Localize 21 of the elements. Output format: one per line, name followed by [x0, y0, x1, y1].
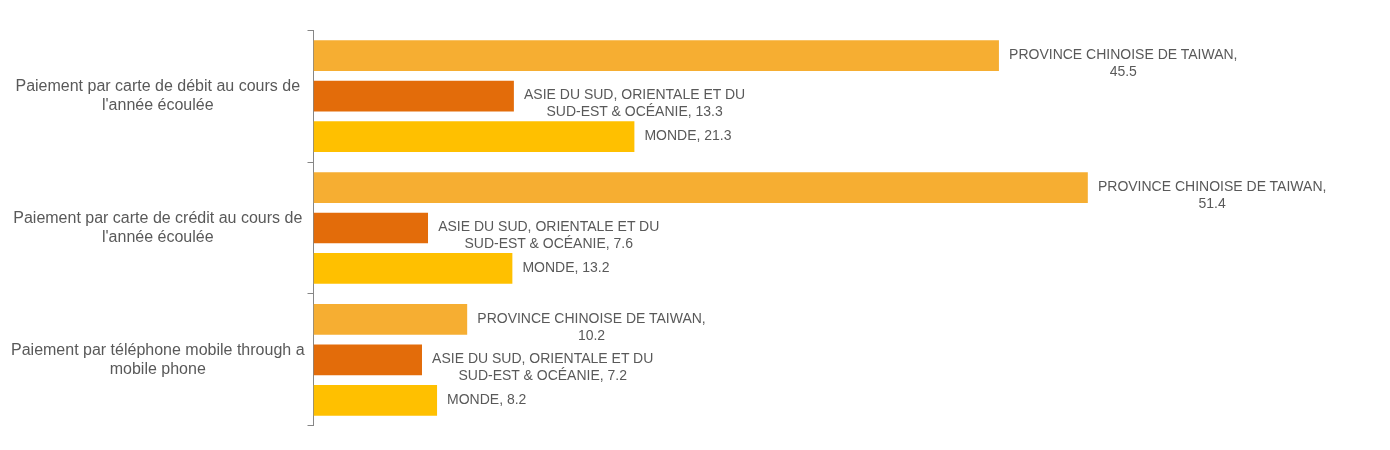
data-label: ASIE DU SUD, ORIENTALE ET DU SUD-EST & OCÉANIE, 13.3	[524, 86, 746, 120]
bar	[313, 121, 635, 152]
data-label: MONDE, 8.2	[447, 391, 527, 408]
bar	[313, 172, 1088, 203]
bar	[313, 40, 999, 72]
data-label: MONDE, 13.2	[522, 259, 610, 276]
bar	[313, 344, 422, 376]
bar	[313, 80, 514, 112]
bar	[313, 384, 438, 416]
data-label: PROVINCE CHINOISE DE TAIWAN, 45.5	[1009, 46, 1238, 80]
data-label: ASIE DU SUD, ORIENTALE ET DU SUD-EST & OCÉANIE, 7.6	[438, 218, 660, 252]
bar	[313, 212, 429, 244]
data-label: MONDE, 21.3	[644, 127, 732, 144]
data-label: PROVINCE CHINOISE DE TAIWAN, 51.4	[1097, 177, 1327, 211]
y-tick-label: Paiement par carte de débit au cours de l'année écoulée	[15, 76, 301, 114]
y-tick-label: Paiement par carte de crédit au cours de l'année écoulée	[13, 208, 303, 246]
bar	[313, 304, 468, 335]
data-label: PROVINCE CHINOISE DE TAIWAN, 10.2	[477, 309, 706, 343]
bar	[313, 253, 513, 284]
y-tick-label: Paiement par téléphone mobile through a mobile phone	[11, 340, 305, 377]
data-label: ASIE DU SUD, ORIENTALE ET DU SUD-EST & OCÉANIE, 7.2	[432, 350, 654, 384]
